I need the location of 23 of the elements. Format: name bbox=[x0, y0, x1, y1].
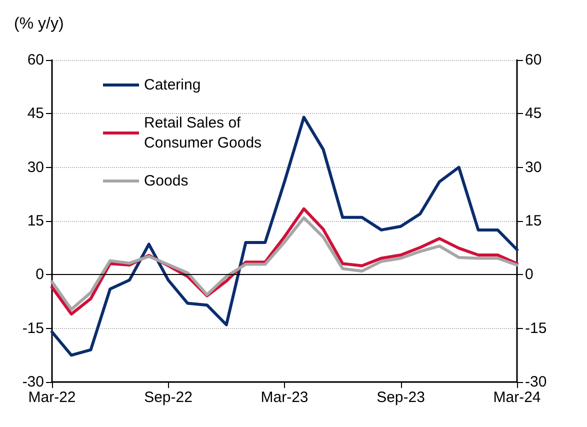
y2-tick-label: 60 bbox=[525, 52, 542, 68]
legend-label: Goods bbox=[144, 172, 188, 190]
x-tick-label: Sep-22 bbox=[144, 389, 192, 406]
y-tick-label: -30 bbox=[22, 374, 44, 390]
y2-tick-label: 45 bbox=[525, 105, 542, 122]
y-tick-label: 15 bbox=[27, 212, 44, 230]
x-tick-label: Mar-23 bbox=[260, 389, 308, 406]
y2-tick-label: -30 bbox=[525, 374, 547, 390]
y-tick-label: 30 bbox=[27, 158, 44, 176]
y-tick-label: -15 bbox=[22, 320, 44, 337]
y2-tick-label: 15 bbox=[525, 212, 542, 230]
y-tick-label: 0 bbox=[36, 266, 44, 284]
legend-label: Catering bbox=[144, 76, 201, 94]
y-axis-title: (% y/y) bbox=[14, 16, 64, 32]
y2-tick-label: -15 bbox=[525, 320, 547, 337]
y-tick-label: 60 bbox=[27, 52, 44, 68]
y2-tick-label: 0 bbox=[525, 266, 534, 284]
x-tick-label: Mar-24 bbox=[493, 389, 541, 406]
x-tick-label: Sep-23 bbox=[376, 389, 425, 406]
legend-label: Retail Sales of Consumer Goods bbox=[144, 114, 262, 152]
x-tick-label: Mar-22 bbox=[28, 389, 76, 406]
y-tick-label: 45 bbox=[27, 105, 44, 122]
y2-tick-label: 30 bbox=[525, 158, 542, 176]
